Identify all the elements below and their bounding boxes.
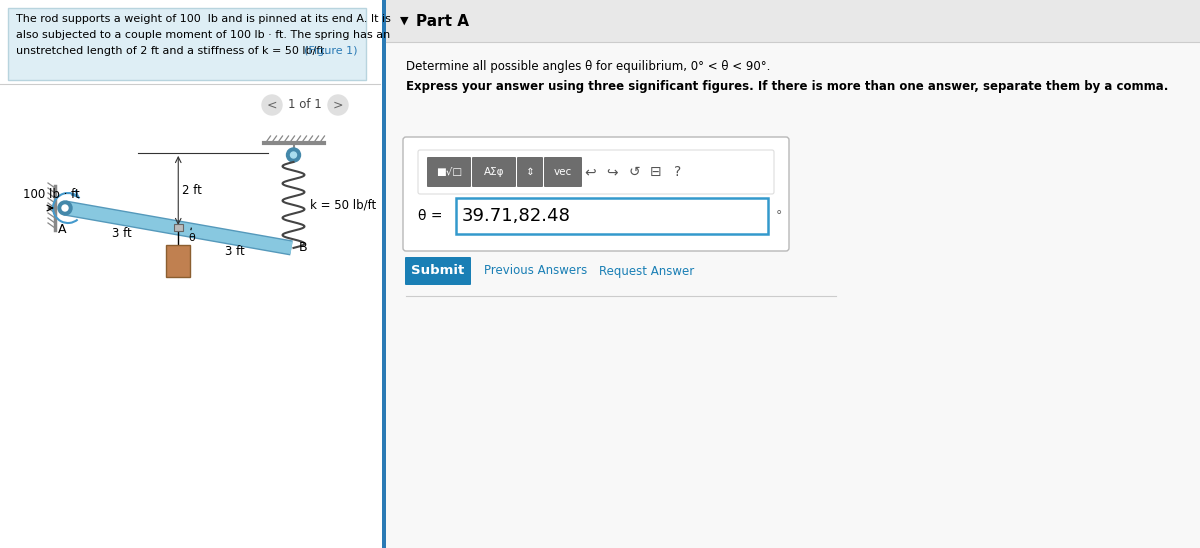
Text: ▼: ▼ xyxy=(400,16,408,26)
FancyBboxPatch shape xyxy=(544,157,582,187)
Circle shape xyxy=(262,95,282,115)
Text: ↺: ↺ xyxy=(628,165,640,179)
Bar xyxy=(382,0,1200,548)
Circle shape xyxy=(58,201,72,215)
Text: ⇕: ⇕ xyxy=(526,167,534,177)
Text: B: B xyxy=(299,242,307,254)
Text: also subjected to a couple moment of 100 lb · ft. The spring has an: also subjected to a couple moment of 100… xyxy=(16,30,390,40)
Circle shape xyxy=(290,152,296,158)
FancyBboxPatch shape xyxy=(403,137,790,251)
Text: k = 50 lb/ft: k = 50 lb/ft xyxy=(310,198,376,212)
Bar xyxy=(456,198,768,234)
Text: ↪: ↪ xyxy=(606,165,618,179)
Text: 100 lb · ft: 100 lb · ft xyxy=(23,187,79,201)
Text: θ: θ xyxy=(188,233,196,243)
Text: 2 ft: 2 ft xyxy=(182,184,202,197)
Text: Express your answer using three significant figures. If there is more than one a: Express your answer using three signific… xyxy=(406,80,1169,93)
Bar xyxy=(167,246,191,277)
Bar xyxy=(386,0,1200,42)
Text: ↩: ↩ xyxy=(584,165,596,179)
Text: >: > xyxy=(332,99,343,111)
FancyBboxPatch shape xyxy=(517,157,542,187)
Text: 3 ft: 3 ft xyxy=(112,227,132,241)
Text: Request Answer: Request Answer xyxy=(599,265,695,277)
Text: 39.71,82.48: 39.71,82.48 xyxy=(462,207,571,225)
Text: Part A: Part A xyxy=(416,14,469,28)
Text: unstretched length of 2 ft and a stiffness of k = 50 lb/ft.: unstretched length of 2 ft and a stiffne… xyxy=(16,46,331,56)
Text: A: A xyxy=(58,223,66,236)
Text: AΣφ: AΣφ xyxy=(484,167,504,177)
Text: °: ° xyxy=(776,209,782,222)
Text: ■√□: ■√□ xyxy=(436,167,462,177)
Circle shape xyxy=(62,205,68,211)
Text: Previous Answers: Previous Answers xyxy=(484,265,587,277)
Circle shape xyxy=(287,148,300,162)
Circle shape xyxy=(328,95,348,115)
Text: ?: ? xyxy=(674,165,682,179)
Text: 1 of 1: 1 of 1 xyxy=(288,99,322,111)
Text: Submit: Submit xyxy=(412,265,464,277)
FancyBboxPatch shape xyxy=(8,8,366,80)
Bar xyxy=(382,0,386,548)
Text: Determine all possible angles θ for equilibrium, 0° < θ < 90°.: Determine all possible angles θ for equi… xyxy=(406,60,770,73)
FancyBboxPatch shape xyxy=(406,257,470,285)
Text: vec: vec xyxy=(554,167,572,177)
Text: The rod supports a weight of 100  lb and is pinned at its end A. It is: The rod supports a weight of 100 lb and … xyxy=(16,14,391,24)
Text: (Figure 1): (Figure 1) xyxy=(304,46,358,56)
Text: 3 ft: 3 ft xyxy=(226,246,245,259)
Text: <: < xyxy=(266,99,277,111)
FancyBboxPatch shape xyxy=(472,157,516,187)
Text: θ =: θ = xyxy=(418,209,443,223)
FancyBboxPatch shape xyxy=(418,150,774,194)
FancyBboxPatch shape xyxy=(427,157,470,187)
Bar xyxy=(174,225,182,231)
Text: ⊟: ⊟ xyxy=(650,165,662,179)
